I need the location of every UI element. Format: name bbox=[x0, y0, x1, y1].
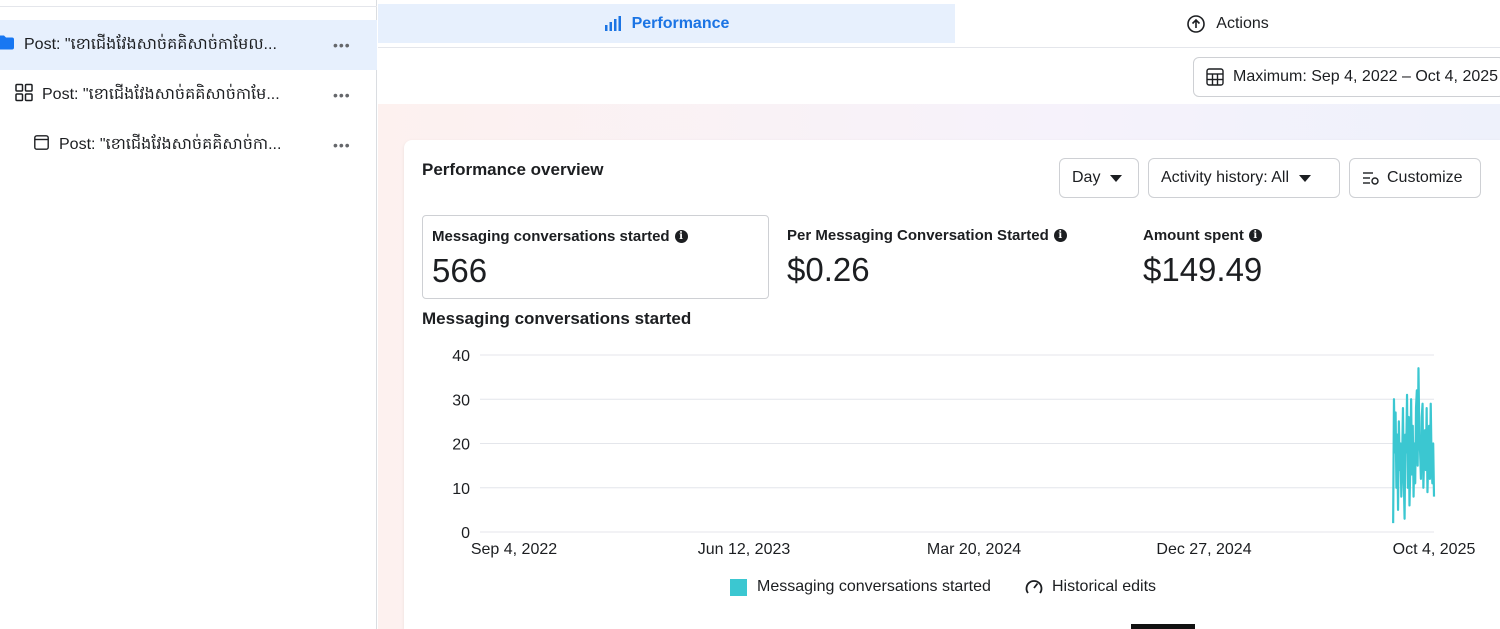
legend-swatch bbox=[730, 578, 747, 596]
x-tick-label: Dec 27, 2024 bbox=[1156, 541, 1251, 558]
tree-item-adset[interactable]: Post: "ខោជើងវែងសាច់គគិសាច់កាមែ... ••• bbox=[0, 70, 377, 120]
tab-bar: Performance Actions bbox=[378, 0, 1500, 48]
metric-label-row: Amount spent i bbox=[1143, 227, 1262, 244]
tab-label: Actions bbox=[1216, 14, 1269, 32]
y-tick-label: 30 bbox=[452, 392, 470, 409]
tree-item-label: Post: "ខោជើងវែងសាច់គគិសាច់កាមែ... bbox=[42, 86, 280, 103]
metric-amount-spent[interactable]: Amount spent i $149.49 bbox=[1134, 215, 1434, 299]
activity-history-dropdown[interactable]: Activity history: All bbox=[1148, 158, 1340, 198]
metric-label: Amount spent bbox=[1143, 227, 1244, 244]
more-options-icon[interactable]: ••• bbox=[333, 37, 351, 53]
card-title: Performance overview bbox=[422, 160, 604, 179]
metric-value: $149.49 bbox=[1143, 251, 1263, 288]
metric-value: $0.26 bbox=[787, 251, 870, 288]
metric-messaging-conversations[interactable]: Messaging conversations started i 566 bbox=[422, 215, 769, 299]
day-dropdown-label: Day bbox=[1072, 169, 1101, 186]
customize-button[interactable]: Customize bbox=[1349, 158, 1481, 198]
legend-label: Historical edits bbox=[1052, 578, 1157, 595]
legend-series[interactable]: Messaging conversations started bbox=[730, 578, 991, 596]
scroll-indicator bbox=[1131, 624, 1195, 629]
campaign-tree-sidebar: Post: "ខោជើងវែងសាច់គគិសាច់កាមែល... ••• P… bbox=[0, 0, 377, 629]
tab-label: Performance bbox=[631, 14, 730, 32]
info-icon[interactable]: i bbox=[1248, 229, 1262, 242]
y-tick-label: 10 bbox=[452, 481, 470, 498]
metric-label-row: Per Messaging Conversation Started i bbox=[787, 227, 1067, 244]
folder-icon bbox=[0, 35, 14, 55]
legend-label: Messaging conversations started bbox=[757, 578, 991, 595]
caret-down-icon bbox=[1299, 174, 1312, 182]
window-icon bbox=[34, 135, 49, 155]
tree-item-ad[interactable]: Post: "ខោជើងវែងសាច់គគិសាច់កា... ••• bbox=[0, 120, 377, 170]
grid-icon bbox=[15, 83, 33, 107]
tree-item-label: Post: "ខោជើងវែងសាច់គគិសាច់កា... bbox=[59, 136, 282, 153]
arrow-up-circle-icon bbox=[1187, 14, 1206, 33]
divider bbox=[0, 6, 377, 7]
x-tick-label: Mar 20, 2024 bbox=[927, 541, 1021, 558]
info-icon[interactable]: i bbox=[1053, 229, 1067, 242]
y-tick-label: 0 bbox=[461, 525, 470, 542]
line-chart: 0 10 20 30 40 Sep 4, 2022 Jun 12, 2023 Mar 20, … bbox=[452, 348, 1476, 558]
customize-label: Customize bbox=[1387, 169, 1463, 186]
x-tick-label: Oct 4, 2025 bbox=[1393, 541, 1476, 558]
tab-actions[interactable]: Actions bbox=[955, 4, 1500, 43]
tab-performance[interactable]: Performance bbox=[378, 4, 955, 43]
gauge-icon bbox=[1025, 580, 1043, 594]
caret-down-icon bbox=[1110, 174, 1123, 182]
performance-overview-card: Performance overview Day Activity histor… bbox=[404, 140, 1500, 629]
metric-label-row: Messaging conversations started i bbox=[432, 228, 688, 245]
metric-label: Messaging conversations started bbox=[432, 228, 670, 245]
x-tick-label: Jun 12, 2023 bbox=[698, 541, 791, 558]
date-range-picker[interactable]: Maximum: Sep 4, 2022 – Oct 4, 2025 bbox=[1193, 57, 1500, 97]
customize-icon bbox=[1363, 172, 1379, 185]
metric-label: Per Messaging Conversation Started bbox=[787, 227, 1049, 244]
activity-history-label: Activity history: All bbox=[1161, 169, 1290, 186]
day-dropdown[interactable]: Day bbox=[1059, 158, 1139, 198]
legend-historical-edits[interactable]: Historical edits bbox=[1024, 578, 1156, 596]
date-range-label: Maximum: Sep 4, 2022 – Oct 4, 2025 bbox=[1233, 68, 1499, 85]
info-icon[interactable]: i bbox=[674, 230, 688, 243]
metric-value: 566 bbox=[432, 252, 488, 289]
y-tick-label: 40 bbox=[452, 348, 470, 365]
metric-cost-per-conversation[interactable]: Per Messaging Conversation Started i $0.2… bbox=[778, 215, 1118, 299]
calendar-icon bbox=[1206, 68, 1224, 86]
series-line bbox=[1392, 367, 1436, 524]
more-options-icon[interactable]: ••• bbox=[333, 87, 351, 103]
y-tick-label: 20 bbox=[452, 437, 470, 454]
tree-item-campaign[interactable]: Post: "ខោជើងវែងសាច់គគិសាច់កាមែល... ••• bbox=[0, 20, 377, 70]
x-tick-label: Sep 4, 2022 bbox=[471, 541, 557, 558]
chart-title: Messaging conversations started bbox=[422, 309, 692, 328]
tree-item-label: Post: "ខោជើងវែងសាច់គគិសាច់កាមែល... bbox=[24, 36, 277, 53]
bar-chart-icon bbox=[604, 15, 621, 31]
more-options-icon[interactable]: ••• bbox=[333, 137, 351, 153]
